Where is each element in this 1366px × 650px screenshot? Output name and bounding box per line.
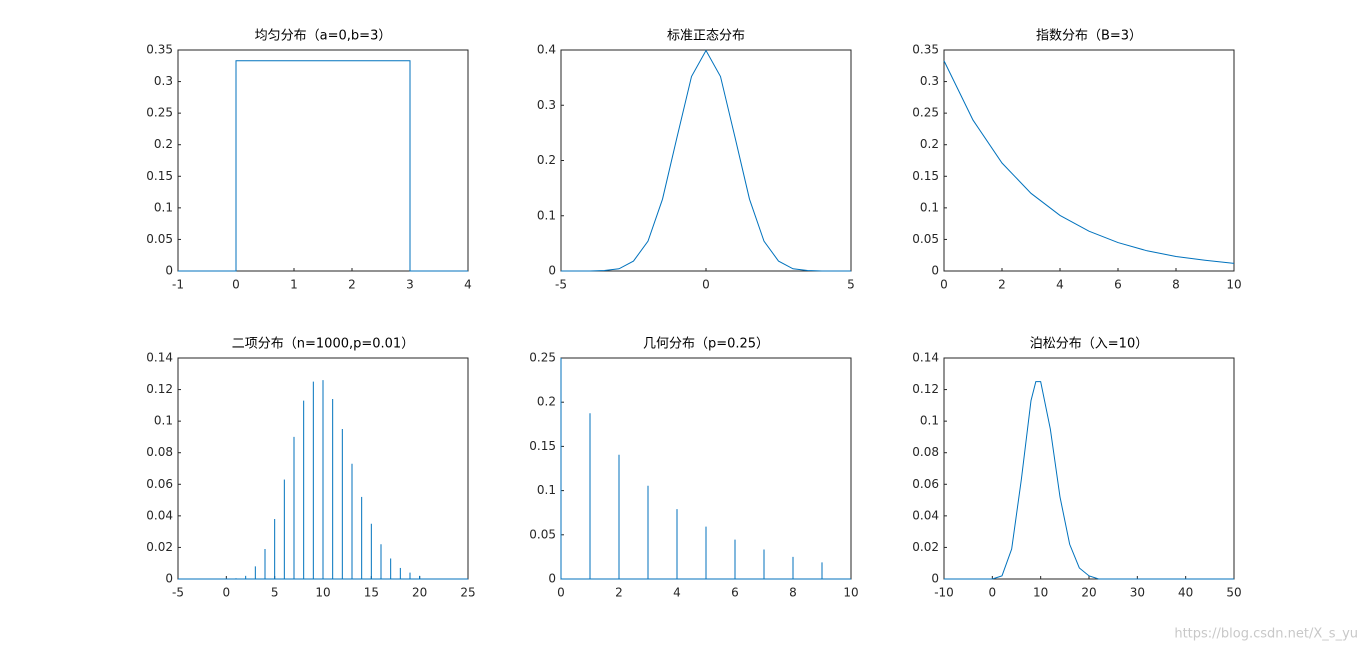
y-tick-label: 0.4 [537, 43, 556, 57]
y-tick-label: 0.1 [537, 208, 556, 222]
y-tick-label: 0.1 [920, 414, 939, 428]
x-tick-label: 10 [1033, 586, 1048, 600]
y-tick-label: 0.2 [154, 137, 173, 151]
y-tick-label: 0.14 [912, 351, 939, 365]
axes-box [943, 49, 1235, 272]
y-tick-label: 0.05 [529, 527, 556, 541]
x-tick-label: -10 [934, 586, 954, 600]
y-tick-label: 0.15 [146, 169, 173, 183]
x-tick-label: 2 [998, 278, 1006, 292]
x-tick-label: 0 [702, 278, 710, 292]
x-tick-label: 10 [315, 586, 330, 600]
x-tick-label: 10 [843, 586, 858, 600]
chart-title: 均匀分布（a=0,b=3） [255, 29, 392, 44]
y-tick-label: 0.35 [146, 43, 173, 57]
y-tick-label: 0.15 [912, 169, 939, 183]
y-tick-label: 0.02 [912, 540, 939, 554]
x-tick-label: -5 [555, 278, 567, 292]
x-tick-label: 4 [673, 586, 681, 600]
x-tick-label: 30 [1130, 586, 1145, 600]
axes-box [943, 357, 1235, 580]
y-tick-label: 0 [931, 572, 939, 586]
y-tick-label: 0.2 [537, 153, 556, 167]
y-tick-label: 0.3 [154, 74, 173, 88]
y-tick-label: 0.25 [912, 106, 939, 120]
y-tick-label: 0.1 [154, 414, 173, 428]
x-tick-label: 0 [940, 278, 948, 292]
y-tick-label: 0.3 [920, 74, 939, 88]
y-tick-label: 0.12 [912, 382, 939, 396]
line [178, 60, 468, 272]
y-tick-label: 0.15 [529, 439, 556, 453]
x-tick-label: 4 [1056, 278, 1064, 292]
y-tick-label: 0.25 [146, 106, 173, 120]
line [561, 49, 851, 272]
watermark: https://blog.csdn.net/X_s_yu [1174, 627, 1358, 642]
y-tick-label: 0.14 [146, 351, 173, 365]
line [944, 381, 1234, 580]
axes-box [177, 49, 469, 272]
y-tick-label: 0 [931, 264, 939, 278]
y-tick-label: 0 [548, 572, 556, 586]
y-tick-label: 0 [165, 264, 173, 278]
y-tick-label: 0.25 [529, 351, 556, 365]
x-tick-label: 2 [615, 586, 623, 600]
x-tick-label: 1 [290, 278, 298, 292]
x-tick-label: 50 [1226, 586, 1241, 600]
x-tick-label: 40 [1178, 586, 1193, 600]
chart-title: 标准正态分布 [667, 29, 745, 44]
y-tick-label: 0.1 [920, 200, 939, 214]
x-tick-label: 3 [406, 278, 414, 292]
x-tick-label: 20 [412, 586, 427, 600]
x-tick-label: 25 [460, 586, 475, 600]
x-tick-label: 5 [847, 278, 855, 292]
chart-title: 几何分布（p=0.25） [643, 336, 769, 352]
y-tick-label: 0.04 [146, 508, 173, 522]
y-tick-label: 0.08 [146, 445, 173, 459]
y-tick-label: 0 [548, 264, 556, 278]
chart-title: 二项分布（n=1000,p=0.01） [232, 337, 414, 352]
x-tick-label: 10 [1226, 278, 1241, 292]
x-tick-label: -5 [172, 586, 184, 600]
y-tick-label: 0.1 [154, 200, 173, 214]
chart-title: 泊松分布（入=10） [1030, 337, 1148, 352]
y-tick-label: 0.1 [537, 483, 556, 497]
x-tick-label: 6 [731, 586, 739, 600]
x-tick-label: 0 [557, 586, 565, 600]
x-tick-label: 6 [1114, 278, 1122, 292]
x-tick-label: 15 [364, 586, 379, 600]
x-tick-label: 5 [271, 586, 279, 600]
y-tick-label: 0 [165, 572, 173, 586]
y-tick-label: 0.06 [912, 477, 939, 491]
y-tick-label: 0.06 [146, 477, 173, 491]
y-tick-label: 0.02 [146, 540, 173, 554]
y-tick-label: 0.2 [920, 137, 939, 151]
y-tick-label: 0.12 [146, 382, 173, 396]
axes-box [560, 49, 852, 272]
y-tick-label: 0.35 [912, 43, 939, 57]
x-tick-label: 0 [223, 586, 231, 600]
x-tick-label: 0 [989, 586, 997, 600]
x-tick-label: 20 [1081, 586, 1096, 600]
x-tick-label: 8 [1172, 278, 1180, 292]
x-tick-label: -1 [172, 278, 184, 292]
y-tick-label: 0.2 [537, 395, 556, 409]
y-tick-label: 0.3 [537, 98, 556, 112]
y-tick-label: 0.08 [912, 445, 939, 459]
x-tick-label: 0 [232, 278, 240, 292]
x-tick-label: 4 [464, 278, 472, 292]
x-tick-label: 8 [789, 586, 797, 600]
line [943, 60, 1235, 264]
y-tick-label: 0.05 [146, 232, 173, 246]
chart-title: 指数分布（B=3） [1036, 29, 1142, 44]
y-tick-label: 0.05 [912, 232, 939, 246]
x-tick-label: 2 [348, 278, 356, 292]
y-tick-label: 0.04 [912, 508, 939, 522]
